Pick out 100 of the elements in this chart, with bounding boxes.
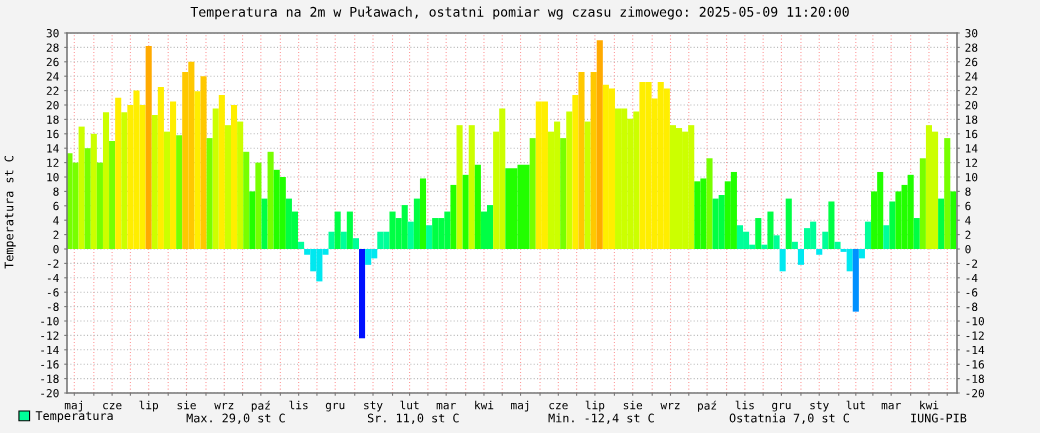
bar (462, 174, 469, 249)
bar (919, 158, 926, 249)
bar (773, 235, 780, 249)
bar (230, 105, 238, 249)
bar (889, 201, 896, 249)
bar (224, 125, 231, 249)
bar (944, 138, 951, 249)
x-tick-label: wrz (660, 402, 680, 410)
chart-title: Temperatura na 2m w Puławach, ostatni pomiar wg czasu zimowego: 2025-05-09 11:20:00 (190, 6, 849, 20)
x-tick-label: sty (810, 401, 829, 412)
bar (584, 121, 591, 249)
y2-tick-label: -6 (966, 288, 978, 297)
bar (938, 198, 945, 249)
y2-tick-label: 10 (965, 173, 978, 182)
text: IUNG-PIB (911, 413, 967, 423)
y2-tick-label: 6 (965, 201, 971, 211)
y2-tick-label: 28 (965, 43, 978, 52)
bar (761, 244, 768, 249)
bar (852, 249, 859, 312)
bar (596, 40, 603, 249)
bar (200, 76, 207, 249)
bar (834, 241, 841, 249)
x-tick-label: mar (436, 402, 456, 410)
y2-tick-label: 26 (965, 57, 978, 67)
y-tick-label: 30 (46, 29, 59, 38)
y2-tick-label: -4 (966, 273, 978, 283)
bar (151, 115, 158, 249)
y-tick-label: 20 (46, 101, 59, 110)
y2-tick-label: 14 (965, 144, 978, 153)
bar (474, 164, 481, 249)
text: Ostatnia 7,0 st C (729, 413, 849, 424)
bar (194, 91, 201, 249)
bar (121, 112, 128, 249)
x-tick-label: sty (364, 401, 383, 412)
y-tick-label: -8 (47, 302, 59, 312)
x-tick-label: paź (251, 400, 270, 412)
y2-tick-label: 22 (965, 86, 978, 95)
x-tick-label: kwi (920, 400, 939, 410)
y-tick-label: -18 (41, 374, 59, 384)
bar (334, 211, 341, 249)
bar (578, 71, 585, 249)
bar (145, 45, 152, 249)
y-tick-label: 24 (46, 72, 59, 81)
x-tick-label: wrz (214, 402, 234, 410)
y-tick-label: 18 (47, 115, 59, 124)
y2-tick-label: 24 (965, 72, 978, 81)
y-tick-label: -2 (47, 259, 59, 268)
y-tick-label: 6 (53, 201, 59, 211)
text: Sr. 11,0 st C (367, 413, 459, 424)
bar (828, 201, 835, 249)
bar (858, 249, 865, 259)
y2-tick-label: 30 (965, 29, 978, 38)
bar (170, 101, 177, 249)
text: Max. 29,0 st C (186, 413, 285, 424)
y2-tick-label: -2 (966, 259, 978, 268)
bar (243, 151, 250, 249)
y2-tick-label: -14 (966, 345, 985, 355)
x-tick-label: lis (289, 400, 308, 410)
x-tick-label: paź (698, 400, 717, 412)
bar (913, 218, 920, 249)
y-tick-label: -12 (41, 331, 59, 340)
bar (797, 249, 804, 265)
x-tick-label: cze (549, 402, 568, 410)
y-tick-label: -6 (47, 288, 59, 297)
bar (84, 148, 91, 249)
x-tick-label: sie (623, 400, 643, 410)
y2-tick-label: 18 (965, 115, 978, 124)
bar (96, 162, 103, 249)
bar (864, 221, 872, 249)
y2-tick-label: -8 (966, 302, 978, 312)
bar (115, 97, 122, 249)
text: Min. -12,4 st C (548, 413, 654, 424)
x-tick-label: gru (772, 402, 791, 412)
y2-tick-label: 20 (965, 101, 978, 110)
bar (78, 126, 85, 249)
bar (346, 211, 353, 249)
bar (218, 94, 225, 249)
bar (822, 231, 829, 249)
y-tick-label: 0 (53, 245, 59, 254)
bar (255, 162, 262, 249)
bar (767, 211, 774, 249)
bar (340, 231, 347, 249)
bar (456, 125, 463, 249)
y2-tick-label: 0 (965, 245, 971, 254)
bar (590, 71, 597, 249)
x-tick-label: lut (400, 400, 419, 410)
y-tick-label: 2 (53, 230, 59, 239)
y-tick-label: -16 (41, 360, 59, 369)
bar (755, 218, 762, 249)
bar (779, 249, 786, 272)
x-tick-label: gru (325, 402, 345, 412)
x-tick-label: maj (64, 400, 82, 412)
x-tick-label: lut (846, 400, 865, 410)
bar (157, 87, 164, 249)
bar (950, 191, 957, 249)
bar (249, 191, 256, 249)
legend-label: Temperatura (35, 411, 113, 423)
y-tick-label: 4 (53, 216, 59, 225)
bar (560, 138, 567, 249)
y-tick-label: 10 (47, 173, 59, 182)
